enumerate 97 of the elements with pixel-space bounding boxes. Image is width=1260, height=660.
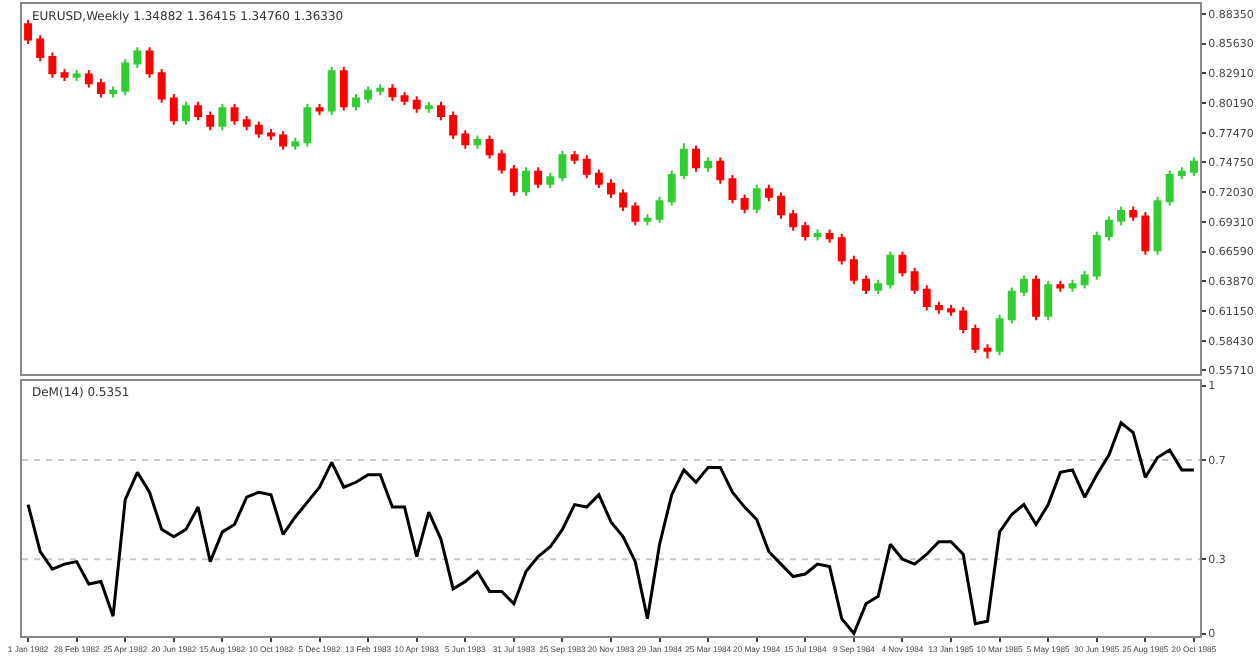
candlestick xyxy=(1129,205,1138,222)
candlestick xyxy=(995,313,1004,357)
candlestick xyxy=(789,208,798,232)
candlestick xyxy=(1189,156,1198,178)
candlestick xyxy=(1165,169,1174,207)
candlestick xyxy=(230,102,239,126)
candlestick xyxy=(1117,205,1126,227)
candlestick xyxy=(485,134,494,160)
candlestick xyxy=(48,51,57,79)
candlestick xyxy=(716,156,725,185)
candlestick xyxy=(1092,230,1101,281)
candlestick xyxy=(849,254,858,286)
candlestick xyxy=(959,306,968,335)
candlestick xyxy=(910,266,919,296)
candlestick xyxy=(922,284,931,312)
candlestick xyxy=(546,171,555,190)
candlestick xyxy=(947,303,956,317)
candlestick xyxy=(801,220,810,242)
candlestick xyxy=(898,250,907,278)
candlestick xyxy=(169,93,178,126)
candlestick xyxy=(570,149,579,166)
candlestick xyxy=(1032,274,1041,322)
candlestick xyxy=(1044,279,1053,322)
candlestick xyxy=(558,149,567,183)
candlestick xyxy=(388,83,397,102)
candlestick xyxy=(242,114,251,132)
candlestick xyxy=(752,183,761,215)
candlestick xyxy=(364,85,373,104)
candlestick xyxy=(1080,270,1089,290)
candlestick xyxy=(473,134,482,150)
candlestick xyxy=(254,120,263,139)
candlestick xyxy=(424,100,433,114)
candlestick xyxy=(582,154,591,180)
candlestick xyxy=(412,95,421,114)
candlestick xyxy=(145,46,154,79)
candlestick xyxy=(1141,211,1150,256)
candlestick xyxy=(72,69,81,82)
candlestick xyxy=(886,250,895,290)
candlestick xyxy=(594,168,603,190)
candlestick xyxy=(631,201,640,227)
line-series xyxy=(26,421,1196,636)
candlestick xyxy=(704,156,713,173)
candlestick xyxy=(109,85,118,99)
candlestick xyxy=(534,166,543,190)
candlestick xyxy=(813,228,822,242)
candlestick xyxy=(449,110,458,140)
candlestick xyxy=(60,68,69,82)
candlestick xyxy=(303,102,312,148)
candlestick xyxy=(218,102,227,132)
candlestick xyxy=(655,195,664,225)
candlestick xyxy=(194,100,203,122)
candlestick xyxy=(1177,166,1186,181)
candlestick xyxy=(400,90,409,107)
candlestick xyxy=(1104,215,1113,242)
candlestick xyxy=(764,183,773,203)
candlestick xyxy=(1019,274,1028,298)
candlestick xyxy=(619,188,628,212)
candlestick xyxy=(862,274,870,296)
candlestick xyxy=(315,102,324,116)
candlestick xyxy=(339,65,348,112)
candlestick xyxy=(983,343,992,360)
candlestick xyxy=(327,65,336,116)
candlestick xyxy=(509,164,518,197)
candlestick xyxy=(157,68,166,104)
candlestick xyxy=(24,18,33,45)
candlestick xyxy=(461,129,470,150)
candlestick xyxy=(291,136,300,151)
candlestick xyxy=(643,213,652,227)
candlestick xyxy=(84,69,93,89)
candlestick xyxy=(352,93,360,112)
candlestick xyxy=(679,142,688,181)
candlestick xyxy=(133,46,142,69)
candlestick xyxy=(279,130,288,151)
candlestick xyxy=(607,178,615,199)
candlestick xyxy=(376,83,385,97)
candlestick xyxy=(728,173,737,205)
candlestick xyxy=(825,228,834,244)
candlestick xyxy=(837,232,846,266)
candlestick xyxy=(874,278,883,296)
candlestick xyxy=(667,169,676,207)
candlestick xyxy=(206,110,215,132)
candlestick xyxy=(1056,279,1065,293)
candlestick xyxy=(1007,286,1016,325)
candlestick xyxy=(181,100,190,126)
candlestick xyxy=(522,166,530,197)
candlestick xyxy=(96,77,105,99)
candlestick xyxy=(36,34,45,63)
candlestick xyxy=(497,148,506,175)
candlestick xyxy=(121,58,130,97)
candlestick xyxy=(740,193,749,215)
candlestick xyxy=(266,128,275,141)
candlestick xyxy=(777,191,785,220)
candlestick xyxy=(692,144,700,173)
candlestick xyxy=(971,323,980,354)
candlestick xyxy=(934,300,943,315)
candlestick xyxy=(437,100,445,122)
candlestick xyxy=(1068,278,1077,293)
